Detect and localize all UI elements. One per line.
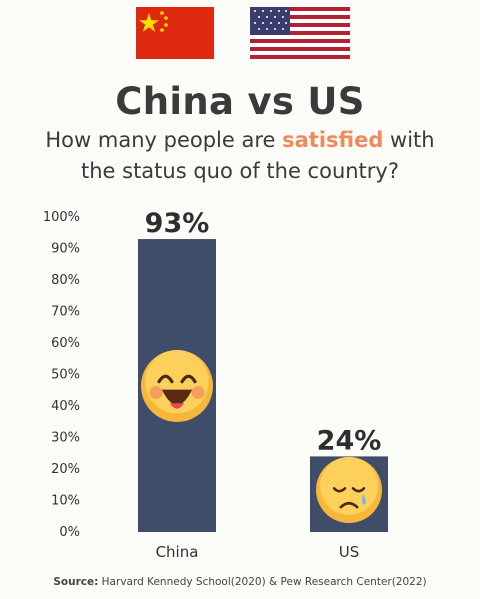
sad-face-icon: [316, 457, 382, 523]
y-tick-label: 90%: [51, 242, 80, 257]
y-tick-label: 20%: [51, 462, 80, 477]
data-label: 24%: [317, 425, 382, 456]
y-tick-label: 70%: [51, 305, 80, 320]
subtitle-text-before: How many people are: [45, 128, 283, 152]
subtitle-line-2: the status quo of the country?: [80, 159, 399, 183]
us-flag-icon: [250, 7, 350, 59]
china-flag-icon: [136, 7, 214, 59]
data-label: 93%: [145, 208, 210, 239]
x-tick-label: China: [156, 543, 199, 561]
y-tick-label: 0%: [59, 525, 80, 540]
y-tick-label: 30%: [51, 431, 80, 446]
bar-chart: 0% 10% 20% 30% 40% 50% 60% 70% 80% 90% 100% 93% Chin…: [43, 208, 388, 561]
subtitle-text-after: with: [383, 128, 435, 152]
source-note: Source: Harvard Kennedy School(2020) & P…: [0, 576, 480, 588]
x-tick-label: US: [339, 543, 360, 561]
y-tick-label: 50%: [51, 368, 80, 383]
source-text: Harvard Kennedy School(2020) & Pew Resea…: [98, 576, 427, 588]
y-tick-label: 80%: [51, 273, 80, 288]
chart-title: China vs US: [115, 80, 365, 123]
subtitle-highlight: satisfied: [282, 128, 384, 152]
y-tick-label: 40%: [51, 399, 80, 414]
chart-subtitle: How many people are satisfied with the s…: [0, 125, 480, 187]
y-tick-label: 60%: [51, 336, 80, 351]
subtitle-line-1: How many people are satisfied with: [0, 125, 480, 156]
y-tick-label: 100%: [43, 210, 80, 225]
y-tick-label: 10%: [51, 494, 80, 509]
happy-face-icon: [141, 350, 213, 422]
source-label: Source:: [53, 576, 99, 588]
